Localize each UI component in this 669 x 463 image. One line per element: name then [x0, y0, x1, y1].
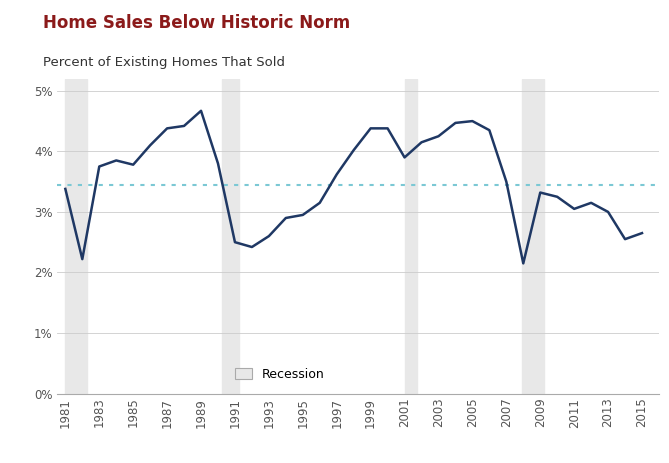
Text: Percent of Existing Homes That Sold: Percent of Existing Homes That Sold: [43, 56, 286, 69]
Bar: [222, 79, 240, 394]
Bar: [522, 79, 545, 394]
Text: Home Sales Below Historic Norm: Home Sales Below Historic Norm: [43, 14, 351, 32]
Bar: [66, 79, 86, 394]
Bar: [405, 79, 417, 394]
Legend: Recession: Recession: [235, 368, 324, 381]
